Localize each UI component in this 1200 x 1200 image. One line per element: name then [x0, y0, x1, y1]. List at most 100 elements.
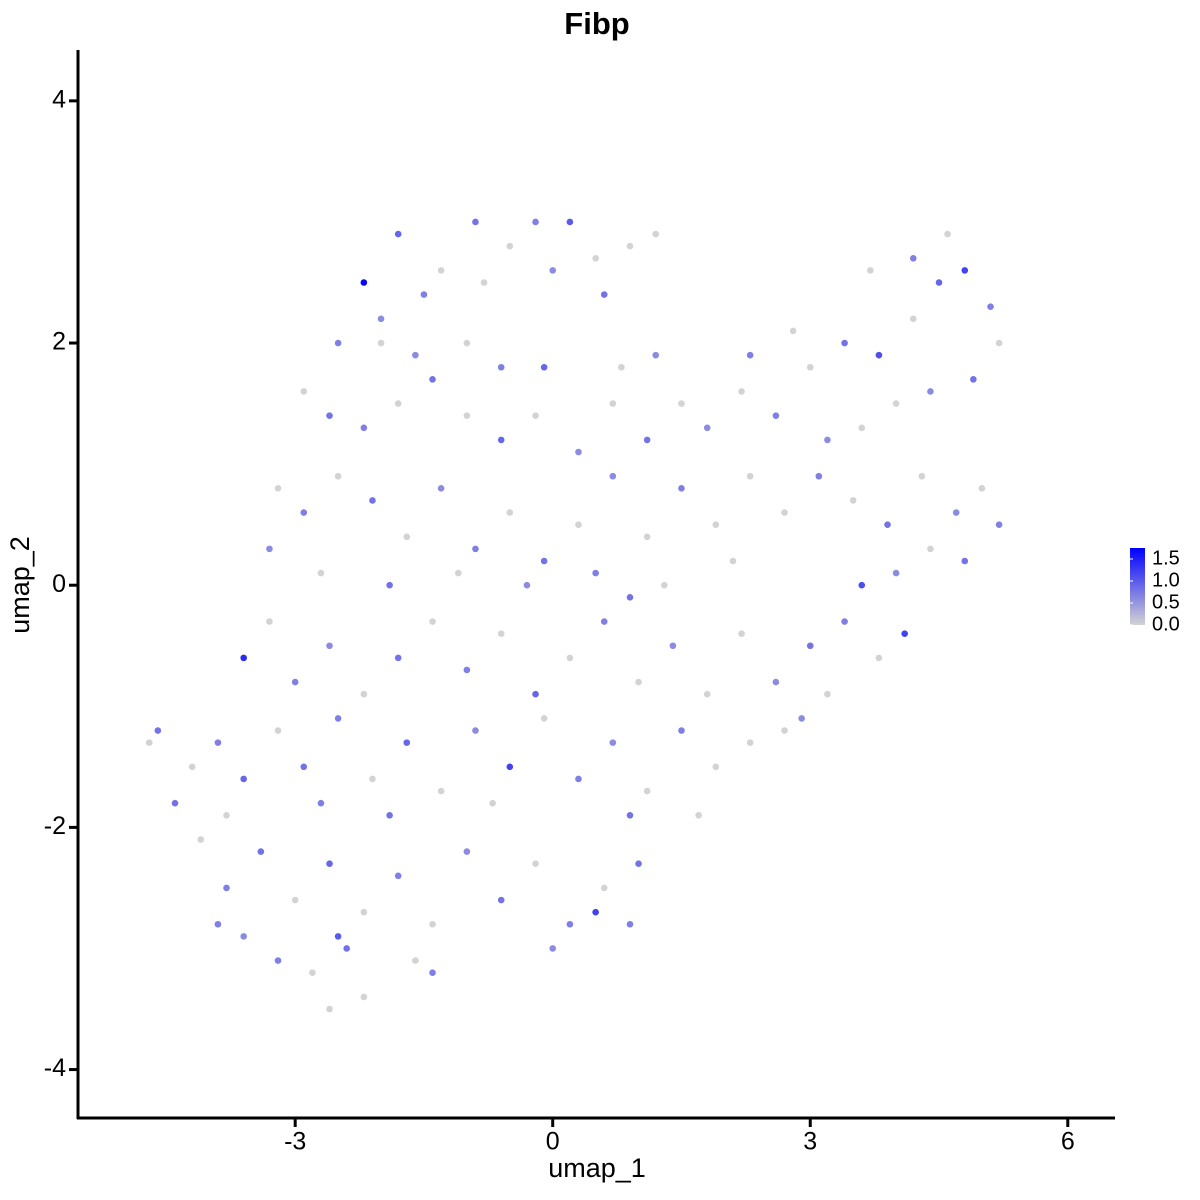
point — [472, 218, 479, 226]
point — [437, 267, 445, 274]
point — [154, 727, 162, 734]
point — [506, 763, 514, 771]
point — [334, 933, 342, 940]
point — [609, 472, 617, 480]
point — [429, 969, 436, 976]
point — [729, 557, 737, 565]
point — [429, 376, 436, 383]
point — [600, 884, 608, 892]
point — [927, 388, 934, 395]
point — [274, 957, 282, 964]
point — [394, 654, 402, 662]
point — [635, 860, 642, 868]
point — [377, 339, 385, 347]
point — [746, 739, 754, 746]
point — [918, 472, 926, 480]
point — [635, 678, 642, 686]
point — [472, 727, 479, 734]
point — [497, 896, 505, 904]
point — [369, 497, 376, 504]
point — [394, 400, 402, 407]
point — [317, 799, 325, 807]
point — [300, 763, 308, 771]
point — [815, 472, 823, 480]
point — [661, 581, 668, 589]
point — [497, 630, 505, 637]
y-tick-label: 0 — [52, 570, 66, 598]
point — [789, 327, 797, 335]
point — [875, 351, 883, 359]
point — [472, 545, 479, 553]
point — [626, 920, 634, 928]
point — [652, 230, 660, 238]
point — [678, 400, 685, 407]
x-tick-label: 6 — [1061, 1128, 1075, 1156]
point — [566, 920, 574, 928]
point — [497, 363, 505, 371]
point — [214, 739, 222, 746]
point — [300, 388, 308, 395]
point — [360, 908, 368, 916]
point — [592, 908, 599, 916]
point — [334, 339, 342, 347]
point — [806, 363, 814, 371]
point — [841, 339, 848, 347]
x-axis-title: umap_1 — [548, 1153, 646, 1183]
plot-area — [145, 218, 1003, 1013]
point — [489, 799, 496, 807]
point — [575, 448, 582, 456]
point — [944, 230, 951, 238]
point — [403, 533, 411, 541]
point — [626, 594, 634, 601]
point — [145, 739, 153, 746]
point — [291, 896, 299, 904]
point — [849, 497, 857, 504]
point — [412, 351, 419, 359]
point — [394, 872, 402, 880]
point — [575, 775, 582, 783]
point — [540, 363, 548, 371]
point — [523, 581, 531, 589]
point — [901, 630, 908, 637]
point — [412, 957, 419, 964]
point — [703, 424, 711, 432]
point — [326, 412, 333, 419]
point — [600, 618, 608, 625]
point — [223, 884, 230, 892]
point — [274, 485, 282, 492]
point — [712, 763, 720, 771]
point — [867, 267, 874, 274]
point — [326, 642, 333, 650]
point — [824, 690, 831, 698]
point — [394, 230, 402, 238]
point — [343, 945, 350, 952]
point — [669, 642, 677, 650]
point — [566, 218, 574, 226]
point — [592, 254, 599, 262]
point — [806, 642, 814, 650]
point — [266, 545, 273, 553]
point — [429, 618, 436, 625]
point — [549, 267, 557, 274]
point — [403, 739, 411, 746]
point — [274, 727, 282, 734]
point — [875, 654, 883, 662]
point — [334, 715, 342, 722]
point — [223, 811, 230, 819]
point — [609, 739, 617, 746]
point — [497, 436, 505, 444]
point — [772, 412, 780, 419]
point — [360, 279, 368, 286]
x-tick-label: 0 — [546, 1128, 560, 1156]
point — [961, 267, 969, 274]
point — [643, 533, 651, 541]
point — [171, 799, 179, 807]
point — [909, 315, 917, 323]
point — [858, 424, 866, 432]
point — [995, 521, 1003, 528]
point — [824, 436, 831, 444]
point — [420, 291, 428, 298]
x-tick-label: -3 — [284, 1128, 306, 1156]
point — [909, 254, 917, 262]
